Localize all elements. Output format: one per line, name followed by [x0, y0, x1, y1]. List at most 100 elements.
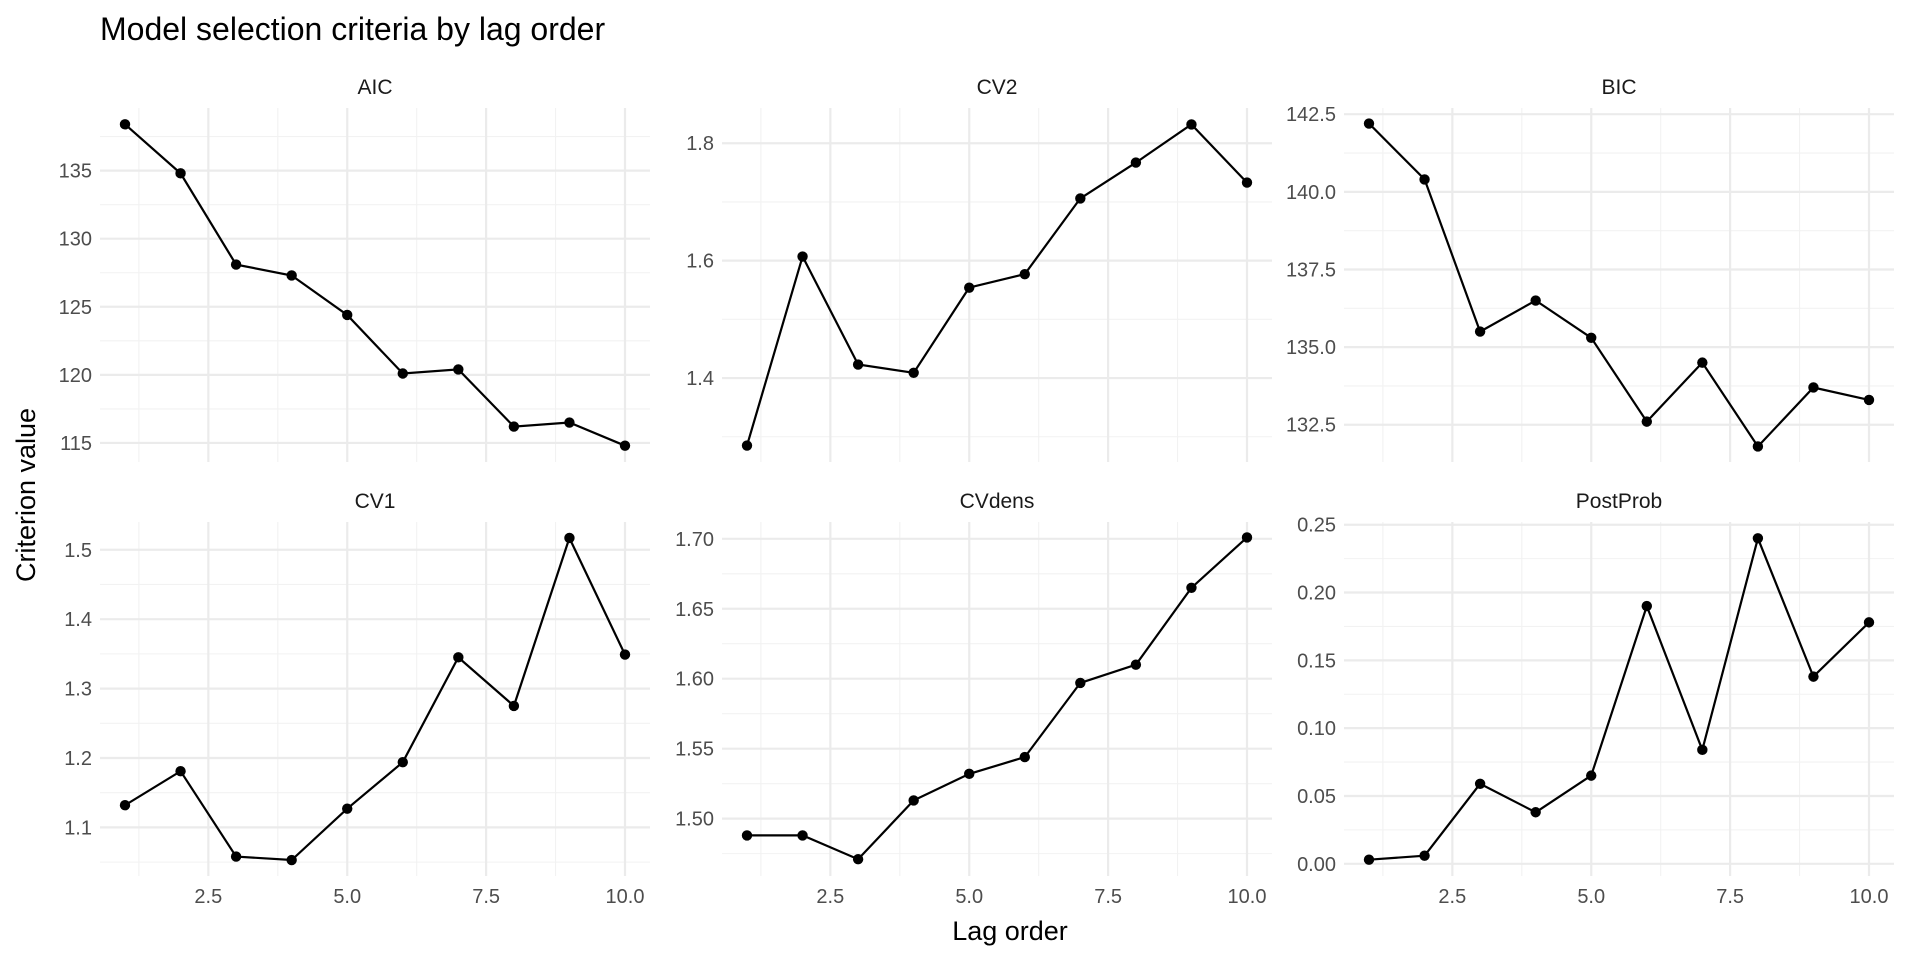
- y-tick-label: 0.25: [1297, 515, 1336, 537]
- y-tick-label: 140.0: [1286, 182, 1336, 204]
- y-tick-label: 1.60: [675, 669, 714, 691]
- data-point: [1363, 118, 1375, 129]
- y-tick-label: 135: [59, 161, 92, 183]
- facet-label-aic: AIC: [357, 76, 392, 99]
- data-point: [1530, 807, 1541, 818]
- series-line-cvdens: [747, 536, 1248, 861]
- facet-label-cv1: CV1: [355, 490, 396, 513]
- y-tick-label: 1.4: [64, 609, 92, 631]
- data-point: [1241, 177, 1253, 188]
- series-line-bic: [1368, 122, 1870, 449]
- data-point: [964, 282, 975, 293]
- data-point: [1641, 416, 1652, 427]
- data-point: [397, 368, 408, 379]
- x-tick-label: 7.5: [472, 886, 500, 908]
- y-tick-label: 135.0: [1286, 337, 1336, 359]
- x-tick-label: 5.0: [955, 886, 983, 908]
- major-gridlines: [722, 522, 1272, 876]
- data-point: [1641, 600, 1652, 612]
- data-point: [1530, 295, 1541, 306]
- series-line-aic: [124, 123, 626, 447]
- data-point: [119, 800, 131, 811]
- major-gridlines: [100, 522, 650, 876]
- data-point: [1808, 671, 1819, 682]
- x-tick-label: 5.0: [333, 886, 361, 908]
- panel-bic: BIC 132.5 135.0 137.5 140.0 142.5: [1286, 76, 1894, 462]
- x-tick-label: 7.5: [1094, 886, 1122, 908]
- panel-aic: AIC 115 120 125 130 135: [59, 76, 650, 462]
- x-tick-label: 10.0: [1228, 886, 1267, 908]
- data-point: [1752, 533, 1764, 544]
- data-point: [1019, 268, 1030, 280]
- data-point: [852, 359, 864, 370]
- chart-title: Model selection criteria by lag order: [100, 11, 605, 47]
- data-point: [1752, 441, 1764, 452]
- x-axis-title: Lag order: [952, 916, 1068, 946]
- data-point: [286, 854, 297, 866]
- data-point: [1130, 659, 1142, 670]
- facet-label-postprob: PostProb: [1576, 490, 1662, 513]
- data-point: [1419, 850, 1430, 861]
- data-point: [1241, 532, 1253, 543]
- data-point: [230, 259, 242, 270]
- data-point: [1019, 751, 1030, 763]
- x-tick-label: 5.0: [1577, 886, 1605, 908]
- x-tick-label: 10.0: [1850, 886, 1889, 908]
- major-gridlines: [722, 108, 1272, 462]
- data-point: [741, 440, 753, 451]
- data-point: [1697, 357, 1708, 368]
- major-gridlines: [1344, 108, 1894, 462]
- y-tick-label: 130: [59, 229, 92, 251]
- y-tick-label: 1.55: [675, 739, 714, 761]
- y-tick-label: 1.8: [686, 133, 714, 155]
- y-tick-label: 1.6: [686, 251, 714, 273]
- data-point: [286, 270, 297, 281]
- panel-cv2: CV2 1.4 1.6 1.8: [686, 76, 1272, 462]
- x-tick-label: 7.5: [1716, 886, 1744, 908]
- minor-gridlines: [100, 108, 650, 462]
- y-tick-label: 132.5: [1286, 415, 1336, 437]
- y-tick-label: 0.00: [1297, 854, 1336, 876]
- series-line-cv1: [124, 535, 626, 862]
- y-tick-label: 1.65: [675, 599, 714, 621]
- y-tick-label: 0.20: [1297, 583, 1336, 605]
- data-point: [797, 251, 808, 262]
- y-tick-label: 137.5: [1286, 259, 1336, 281]
- data-point: [1474, 778, 1486, 789]
- x-tick-label: 2.5: [194, 886, 222, 908]
- data-point: [453, 652, 464, 663]
- data-point: [741, 830, 753, 841]
- data-point: [175, 168, 186, 179]
- panel-postprob: PostProb 0.00 0.05 0.10 0.15 0.20 0.25 2.5 5.0 7.…: [1297, 490, 1894, 908]
- y-tick-label: 0.05: [1297, 786, 1336, 808]
- y-tick-label: 1.50: [675, 809, 714, 831]
- series-line-cv2: [745, 122, 1248, 446]
- data-point: [1075, 677, 1086, 689]
- data-point: [397, 756, 408, 768]
- data-point: [797, 830, 808, 841]
- y-tick-label: 1.5: [64, 540, 92, 562]
- minor-gridlines: [722, 522, 1272, 876]
- data-point: [1186, 582, 1197, 593]
- data-point: [508, 700, 520, 712]
- data-point: [1474, 326, 1486, 337]
- panel-cv1: CV1 1.1 1.2 1.3 1.4 1.5 2.5 5.0 7.5 10.0: [64, 490, 650, 908]
- y-tick-label: 1.70: [675, 529, 714, 551]
- data-point: [175, 765, 186, 777]
- y-tick-label: 125: [59, 297, 92, 319]
- data-point: [1808, 382, 1819, 393]
- major-gridlines: [100, 108, 650, 462]
- data-point: [342, 803, 353, 814]
- data-point: [1697, 744, 1708, 756]
- data-point: [508, 421, 520, 432]
- minor-gridlines: [1344, 108, 1894, 462]
- data-point: [1419, 174, 1430, 185]
- minor-gridlines: [1344, 522, 1894, 876]
- data-point: [908, 367, 919, 378]
- panel-cvdens: CVdens 1.50 1.55 1.60 1.65 1.70 2.5 5.0 7.5 10.0: [675, 490, 1272, 908]
- y-tick-label: 142.5: [1286, 104, 1336, 126]
- data-point: [564, 532, 575, 544]
- minor-gridlines: [100, 522, 650, 876]
- y-tick-label: 1.3: [64, 679, 92, 701]
- y-tick-label: 1.4: [686, 368, 714, 390]
